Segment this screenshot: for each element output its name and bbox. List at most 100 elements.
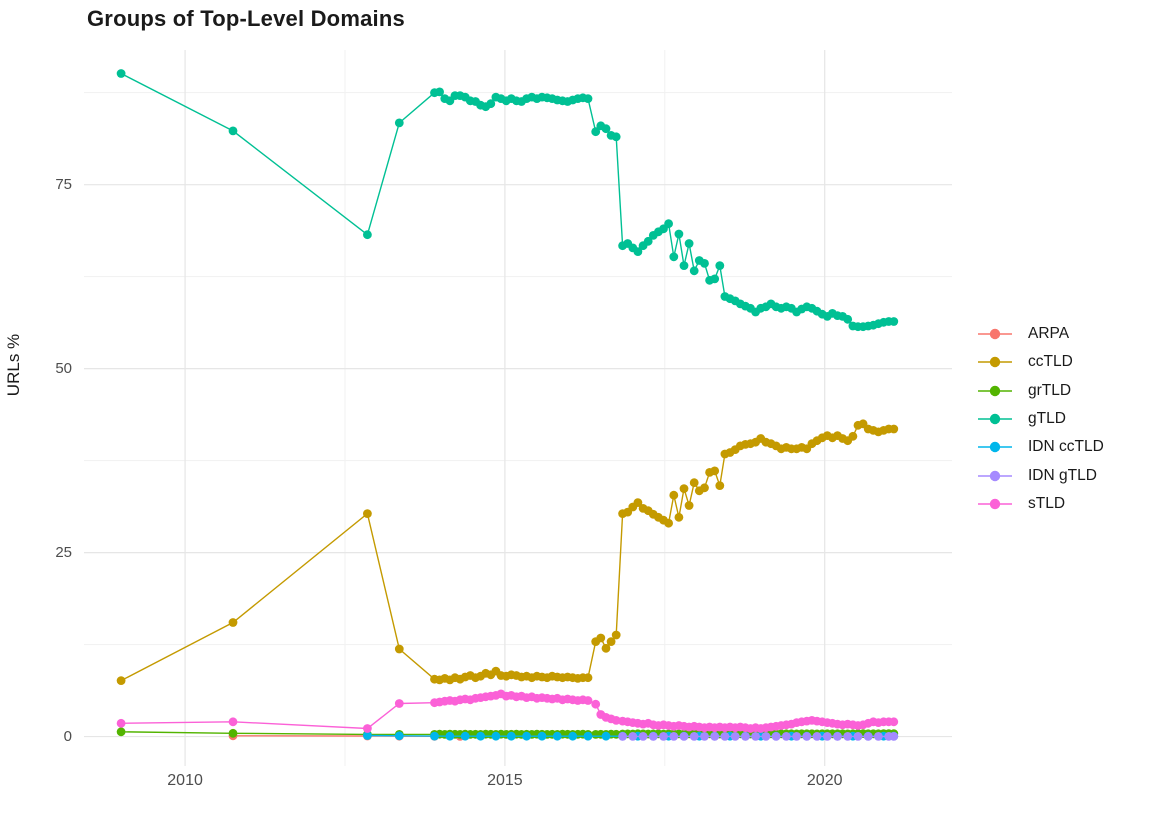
y-tick-label: 50	[55, 359, 72, 377]
data-point	[679, 261, 689, 270]
data-point	[715, 261, 725, 270]
data-point	[674, 512, 684, 522]
data-point	[601, 124, 611, 134]
data-point	[394, 699, 404, 708]
data-point	[684, 501, 694, 510]
data-point	[394, 731, 404, 741]
data-point	[116, 676, 126, 685]
data-point	[664, 219, 673, 229]
legend: ARPA ccTLD grTLD gTLD IDN ccTLD IDN gTLD sTLD	[978, 320, 1104, 518]
data-point	[730, 732, 740, 741]
data-point	[700, 259, 709, 268]
data-point	[848, 431, 858, 441]
data-point	[363, 731, 372, 740]
data-point	[771, 732, 781, 741]
data-point	[689, 478, 699, 488]
legend-item-label: sTLD	[1028, 494, 1066, 512]
data-point	[394, 118, 404, 128]
series-stld	[116, 689, 899, 733]
legend-item-label: grTLD	[1028, 381, 1072, 399]
legend-item-label: IDN gTLD	[1028, 466, 1097, 484]
y-tick-label: 25	[55, 543, 72, 561]
series-cctld	[116, 419, 899, 685]
legend-item-stld: sTLD	[978, 490, 1104, 518]
legend-item-idn-gtld: IDN gTLD	[978, 461, 1104, 489]
data-point	[889, 424, 899, 434]
data-point	[228, 618, 238, 627]
data-point	[648, 732, 658, 741]
data-point	[363, 724, 372, 733]
data-point	[669, 490, 679, 500]
data-point	[537, 731, 547, 741]
data-point	[460, 731, 470, 741]
data-point	[638, 732, 648, 741]
data-point	[486, 99, 496, 109]
data-point	[618, 732, 627, 741]
data-point	[596, 633, 606, 643]
data-point	[552, 731, 562, 741]
legend-item-grtld: grTLD	[978, 377, 1104, 405]
data-point	[669, 732, 679, 741]
plot-panel	[84, 50, 952, 766]
legend-item-label: IDN ccTLD	[1028, 438, 1104, 456]
data-point	[583, 696, 593, 705]
data-point	[583, 731, 593, 741]
legend-item-idn-cctld: IDN ccTLD	[978, 433, 1104, 461]
data-point	[476, 731, 485, 741]
data-point	[363, 230, 372, 240]
data-point	[700, 483, 709, 493]
data-point	[889, 317, 899, 326]
legend-item-label: ccTLD	[1028, 353, 1073, 371]
data-point	[710, 274, 720, 284]
data-point	[889, 732, 899, 741]
y-tick-label: 0	[63, 727, 72, 745]
data-point	[568, 731, 578, 741]
data-point	[853, 732, 863, 741]
data-point	[591, 699, 601, 709]
data-point	[611, 630, 621, 640]
data-point	[228, 717, 238, 727]
data-point	[116, 69, 126, 78]
data-point	[611, 716, 621, 725]
legend-key-icon	[978, 498, 1012, 510]
y-tick-label: 75	[55, 175, 72, 193]
legend-item-cctld: ccTLD	[978, 348, 1104, 376]
legend-item-label: gTLD	[1028, 410, 1066, 428]
data-point	[435, 87, 444, 97]
x-tick-label: 2010	[167, 772, 203, 789]
data-point	[633, 498, 643, 507]
data-point	[792, 732, 801, 741]
data-point	[445, 731, 455, 741]
data-point	[720, 732, 730, 741]
data-point	[679, 484, 689, 493]
data-point	[601, 643, 611, 653]
data-point	[491, 731, 501, 741]
chart-title: Groups of Top-Level Domains	[87, 6, 405, 31]
data-point	[833, 732, 842, 741]
data-point	[228, 126, 238, 136]
data-point	[674, 229, 684, 239]
data-point	[394, 644, 404, 654]
data-point	[583, 673, 593, 683]
data-point	[659, 732, 668, 741]
data-point	[781, 732, 791, 741]
legend-item-arpa: ARPA	[978, 320, 1104, 348]
legend-key-icon	[978, 413, 1012, 425]
data-point	[363, 509, 372, 518]
data-point	[761, 732, 771, 741]
data-point	[843, 732, 853, 741]
data-point	[679, 732, 689, 741]
data-point	[583, 94, 593, 103]
legend-key-icon	[978, 385, 1012, 396]
gridlines	[84, 50, 952, 766]
data-point	[601, 731, 611, 741]
data-point	[689, 732, 699, 741]
data-point	[684, 239, 694, 248]
data-point	[812, 732, 822, 741]
data-point	[751, 732, 760, 741]
data-point	[710, 466, 720, 476]
data-point	[611, 132, 621, 142]
legend-key-icon	[978, 328, 1012, 340]
legend-item-gtld: gTLD	[978, 405, 1104, 433]
